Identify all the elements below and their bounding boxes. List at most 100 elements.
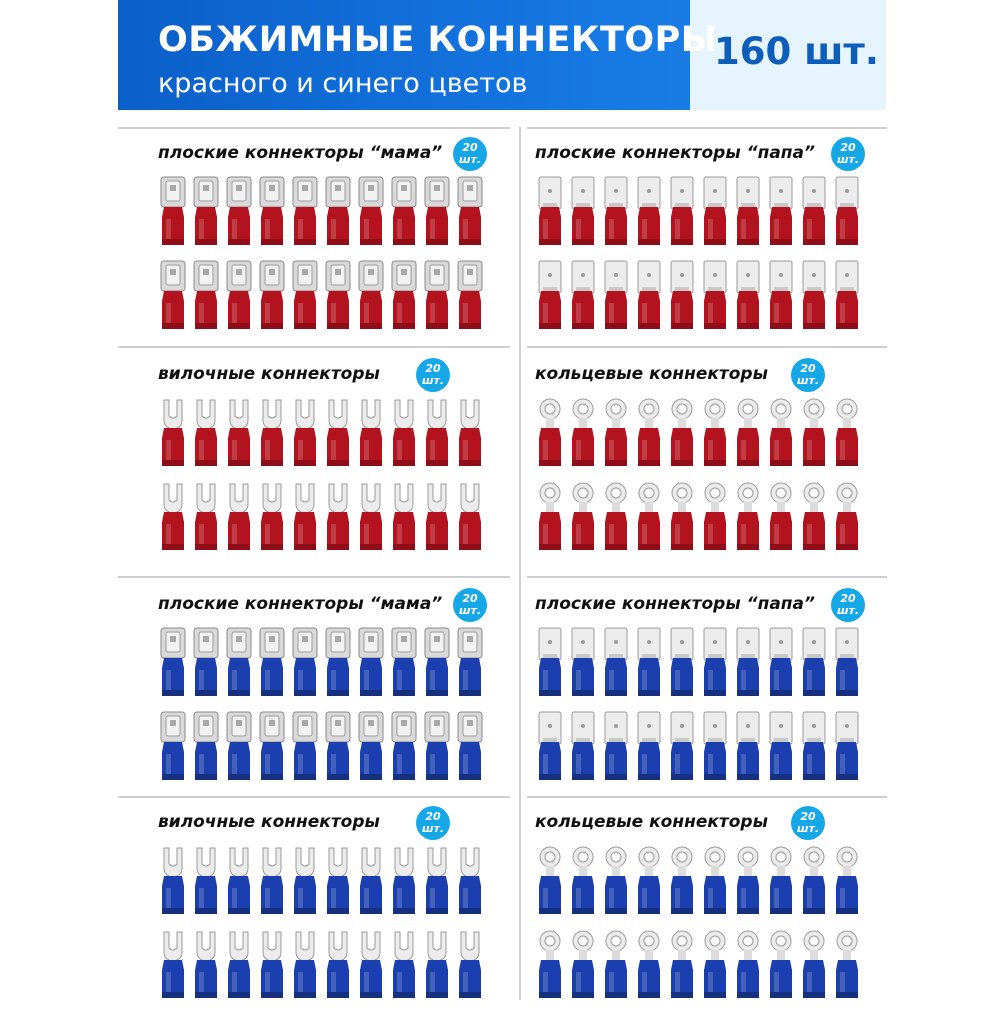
fork-connector: [360, 399, 382, 466]
male-connector: [835, 260, 859, 329]
fork-connector: [426, 399, 448, 466]
fork-connector: [228, 483, 250, 550]
male-connector: [736, 260, 760, 329]
male-connector: [538, 260, 562, 329]
male-connector: [637, 627, 661, 696]
ring-connector: [803, 398, 825, 466]
connector-illustration: [539, 398, 858, 550]
section-title: кольцевые коннекторы: [535, 364, 768, 384]
ring-connector: [539, 398, 561, 466]
header-count-panel: [690, 0, 886, 110]
ring-connector: [638, 846, 660, 914]
ring-connector: [803, 482, 825, 550]
male-connector: [703, 711, 727, 780]
ring-connector: [638, 482, 660, 550]
fork-connector: [360, 931, 382, 998]
section-title: кольцевые коннекторы: [535, 812, 768, 832]
ring-connector: [638, 398, 660, 466]
connector-grid: [535, 398, 875, 562]
male-connector: [571, 711, 595, 780]
male-connector: [571, 260, 595, 329]
fork-connector: [195, 399, 217, 466]
female-connector: [226, 711, 252, 780]
fork-connector: [327, 399, 349, 466]
ring-connector: [572, 930, 594, 998]
female-connector: [193, 260, 219, 329]
female-connector: [457, 176, 483, 245]
female-connector: [226, 627, 252, 696]
connector-grid: [535, 176, 875, 341]
section-title: плоские коннекторы “мама”: [158, 594, 443, 614]
fork-connector: [459, 931, 481, 998]
section-title: плоские коннекторы “папа”: [535, 143, 815, 163]
connector-illustration: [162, 847, 481, 998]
ring-connector: [539, 930, 561, 998]
row-divider: [527, 127, 887, 129]
fork-connector: [393, 931, 415, 998]
female-connector: [193, 711, 219, 780]
fork-connector: [360, 847, 382, 914]
ring-connector: [704, 482, 726, 550]
section-title: плоские коннекторы “папа”: [535, 594, 815, 614]
ring-connector: [671, 398, 693, 466]
female-connector: [259, 711, 285, 780]
connector-illustration: [539, 846, 858, 998]
row-divider: [527, 346, 887, 348]
male-connector: [802, 260, 826, 329]
quantity-badge: 20 шт.: [831, 588, 865, 622]
fork-connector: [393, 483, 415, 550]
connector-grid: [535, 627, 875, 792]
quantity-badge: 20 шт.: [453, 588, 487, 622]
male-connector: [703, 260, 727, 329]
fork-connector: [294, 931, 316, 998]
fork-connector: [261, 483, 283, 550]
ring-connector: [737, 846, 759, 914]
connector-illustration: [162, 399, 481, 550]
ring-connector: [605, 930, 627, 998]
male-connector: [736, 711, 760, 780]
fork-connector: [162, 399, 184, 466]
female-connector: [391, 260, 417, 329]
female-connector: [193, 176, 219, 245]
female-connector: [358, 711, 384, 780]
quantity-badge: 20 шт.: [453, 137, 487, 171]
fork-connector: [294, 399, 316, 466]
female-connector: [160, 711, 186, 780]
fork-connector: [393, 399, 415, 466]
ring-connector: [539, 482, 561, 550]
fork-connector: [426, 847, 448, 914]
fork-connector: [426, 931, 448, 998]
fork-connector: [360, 483, 382, 550]
male-connector: [835, 176, 859, 245]
connector-grid: [158, 176, 498, 341]
ring-connector: [539, 846, 561, 914]
female-connector: [160, 627, 186, 696]
ring-connector: [704, 398, 726, 466]
ring-connector: [671, 846, 693, 914]
connector-illustration: [160, 176, 483, 329]
fork-connector: [228, 847, 250, 914]
fork-connector: [426, 483, 448, 550]
female-connector: [160, 260, 186, 329]
ring-connector: [572, 846, 594, 914]
quantity-badge: 20 шт.: [416, 806, 450, 840]
ring-connector: [638, 930, 660, 998]
fork-connector: [195, 847, 217, 914]
male-connector: [538, 176, 562, 245]
female-connector: [325, 627, 351, 696]
fork-connector: [459, 483, 481, 550]
ring-connector: [572, 482, 594, 550]
female-connector: [226, 260, 252, 329]
ring-connector: [803, 930, 825, 998]
male-connector: [670, 176, 694, 245]
fork-connector: [294, 847, 316, 914]
fork-connector: [195, 931, 217, 998]
male-connector: [769, 711, 793, 780]
header-blue-panel: [118, 0, 718, 110]
row-divider: [527, 576, 887, 578]
quantity-badge: 20 шт.: [791, 806, 825, 840]
male-connector: [835, 627, 859, 696]
male-connector: [538, 711, 562, 780]
female-connector: [325, 711, 351, 780]
female-connector: [259, 627, 285, 696]
